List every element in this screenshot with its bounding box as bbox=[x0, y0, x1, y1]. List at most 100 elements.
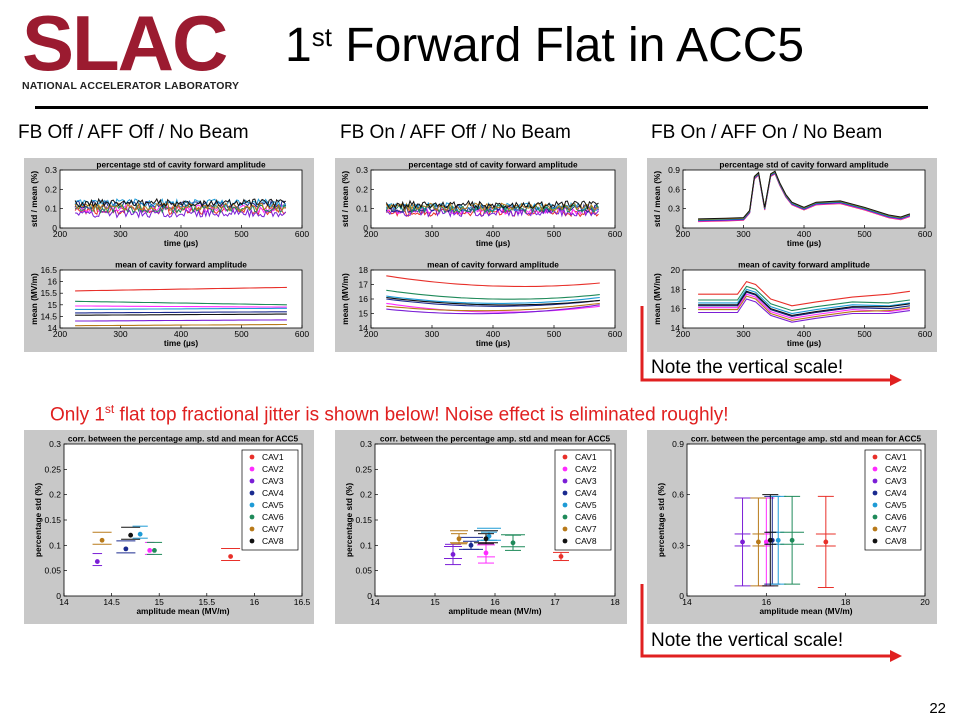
std1-series-cav7 bbox=[74, 202, 286, 213]
corr1-title: corr. between the percentage amp. std an… bbox=[68, 434, 299, 444]
mean3-series-cav8 bbox=[698, 290, 910, 316]
corr3-legend-marker-cav6 bbox=[872, 514, 878, 520]
corr1-legend-label-cav5: CAV5 bbox=[262, 500, 284, 510]
corr3-legend-label-cav4: CAV4 bbox=[885, 488, 907, 498]
corr1-point-cav4 bbox=[123, 546, 129, 552]
corr2-ytick-label: 0.1 bbox=[360, 540, 372, 550]
std1-ytick-label: 0.2 bbox=[45, 184, 57, 194]
corr1-xtick-label: 16 bbox=[250, 597, 260, 607]
corr1-legend-marker-cav7 bbox=[249, 526, 255, 532]
mean3-xtick-label: 600 bbox=[918, 329, 932, 339]
title-prefix: 1 bbox=[285, 19, 312, 72]
corr2-legend-marker-cav7 bbox=[562, 526, 568, 532]
std2-ylabel: std / mean (%) bbox=[340, 171, 350, 227]
mean1-series-cav1 bbox=[75, 286, 287, 292]
std1-xtick-label: 500 bbox=[234, 229, 248, 239]
corr1-ytick-label: 0.1 bbox=[49, 540, 61, 550]
mean1-series-cav4 bbox=[75, 311, 287, 314]
column-header-2: FB On / AFF Off / No Beam bbox=[340, 122, 571, 143]
corr1-ytick-label: 0.3 bbox=[49, 439, 61, 449]
mean2-xtick-label: 500 bbox=[547, 329, 561, 339]
corr3-xtick-label: 16 bbox=[762, 597, 772, 607]
mean2-ytick-label: 15 bbox=[359, 309, 369, 319]
std1-ylabel: std / mean (%) bbox=[29, 171, 39, 227]
corr2-point-cav1 bbox=[558, 554, 564, 559]
corr2-legend-marker-cav2 bbox=[562, 466, 568, 472]
corr2-point-cav6 bbox=[510, 540, 516, 546]
std3-xtick-label: 200 bbox=[676, 229, 690, 239]
middle-note: Only 1st flat top fractional jitter is s… bbox=[50, 402, 729, 426]
mean2-xtick-label: 400 bbox=[486, 329, 500, 339]
mean3-ytick-label: 18 bbox=[671, 284, 681, 294]
mean3-series-cav3 bbox=[698, 298, 910, 323]
std1-xtick-label: 400 bbox=[174, 229, 188, 239]
corr2-point-cav2 bbox=[483, 550, 489, 556]
corr2-point-cav4 bbox=[468, 542, 474, 548]
corr3-title: corr. between the percentage amp. std an… bbox=[691, 434, 922, 444]
column-header-1: FB Off / AFF Off / No Beam bbox=[18, 122, 249, 143]
corr2-xlabel: amplitude mean (MV/m) bbox=[448, 606, 541, 616]
mean1-series-cav8 bbox=[75, 313, 287, 316]
mean3-series-cav1 bbox=[698, 280, 910, 307]
mean1-xtick-label: 300 bbox=[113, 329, 127, 339]
mean1-series-cav3 bbox=[75, 319, 287, 322]
corr3-xtick-label: 20 bbox=[920, 597, 930, 607]
corr2-legend-marker-cav6 bbox=[562, 514, 568, 520]
mean1-ylabel: mean (MV/m) bbox=[29, 273, 39, 325]
mean1-ytick-label: 15.5 bbox=[40, 288, 57, 298]
p6-svg: 14 16 18 20 0 0.3 0.6 0.9 corr. between the perc… bbox=[656, 434, 930, 617]
corr1-xtick-label: 14.5 bbox=[103, 597, 120, 607]
slac-logo: SLAC bbox=[22, 8, 262, 98]
note-arrow-bottom-head bbox=[890, 650, 902, 662]
middle-note-sup: st bbox=[104, 402, 115, 416]
std1-xtick-label: 600 bbox=[295, 229, 309, 239]
p1-svg: 200 300 400 500 600 0 0.1 0.2 0.3 percentage std … bbox=[29, 160, 309, 349]
corr3-legend-marker-cav7 bbox=[872, 526, 878, 532]
mean3-xtick-label: 300 bbox=[736, 329, 750, 339]
std1-series-cav8 bbox=[74, 197, 287, 209]
corr1-point-cav3 bbox=[94, 559, 100, 564]
corr3-legend-label-cav3: CAV3 bbox=[885, 476, 907, 486]
mean2-xtick-label: 600 bbox=[608, 329, 622, 339]
mean3-ytick-label: 20 bbox=[671, 265, 681, 275]
mean3-xlabel: time (µs) bbox=[787, 338, 822, 348]
plot-panel-6: 14 16 18 20 0 0.3 0.6 0.9 corr. between the perc… bbox=[647, 430, 937, 624]
mean3-title: mean of cavity forward amplitude bbox=[738, 260, 870, 270]
corr2-legend-label-cav8: CAV8 bbox=[575, 536, 597, 546]
title-sup: st bbox=[311, 22, 332, 52]
std3-xlabel: time (µs) bbox=[787, 238, 822, 248]
std2-series-cav5 bbox=[385, 201, 599, 212]
std3-ylabel: std / mean (%) bbox=[652, 171, 662, 227]
corr2-ytick-label: 0.25 bbox=[355, 464, 372, 474]
mean2-series-cav1 bbox=[386, 275, 600, 288]
corr3-xlabel: amplitude mean (MV/m) bbox=[759, 606, 852, 616]
note-arrow-bottom bbox=[640, 584, 902, 662]
mean3-ylabel: mean (MV/m) bbox=[652, 273, 662, 325]
corr3-point-cav5 bbox=[775, 537, 781, 543]
mean3-xtick-label: 500 bbox=[857, 329, 871, 339]
corr1-legend-marker-cav4 bbox=[249, 490, 255, 496]
mean3-series-cav7 bbox=[698, 295, 910, 321]
corr1-legend bbox=[241, 449, 299, 551]
std3-xtick-label: 500 bbox=[857, 229, 871, 239]
corr3-xtick-label: 18 bbox=[841, 597, 851, 607]
mean1-ytick-label: 14 bbox=[48, 323, 58, 333]
middle-note-pre: Only 1 bbox=[50, 404, 105, 426]
middle-note-post: flat top fractional jitter is shown belo… bbox=[114, 404, 729, 426]
mean1-xtick-label: 200 bbox=[53, 329, 67, 339]
corr1-ytick-label: 0 bbox=[56, 591, 61, 601]
corr2-point-cav8 bbox=[483, 536, 489, 542]
corr2-legend-label-cav4: CAV4 bbox=[575, 488, 597, 498]
mean2-ylabel: mean (MV/m) bbox=[340, 273, 350, 325]
corr1-legend-marker-cav2 bbox=[249, 466, 255, 472]
p2-svg: 200 300 400 500 600 0 0.1 0.2 0.3 percentage std … bbox=[340, 160, 622, 349]
corr1-legend-label-cav6: CAV6 bbox=[262, 512, 284, 522]
corr1-ytick-label: 0.05 bbox=[44, 566, 61, 576]
corr1-legend-marker-cav6 bbox=[249, 514, 255, 520]
mean1-title: mean of cavity forward amplitude bbox=[115, 260, 247, 270]
corr3-ytick-label: 0.9 bbox=[672, 439, 684, 449]
std2-xtick-label: 500 bbox=[547, 229, 561, 239]
std3-title: percentage std of cavity forward amplitu… bbox=[719, 160, 889, 170]
corr1-point-cav5 bbox=[137, 531, 143, 537]
std2-title: percentage std of cavity forward amplitu… bbox=[408, 160, 578, 170]
